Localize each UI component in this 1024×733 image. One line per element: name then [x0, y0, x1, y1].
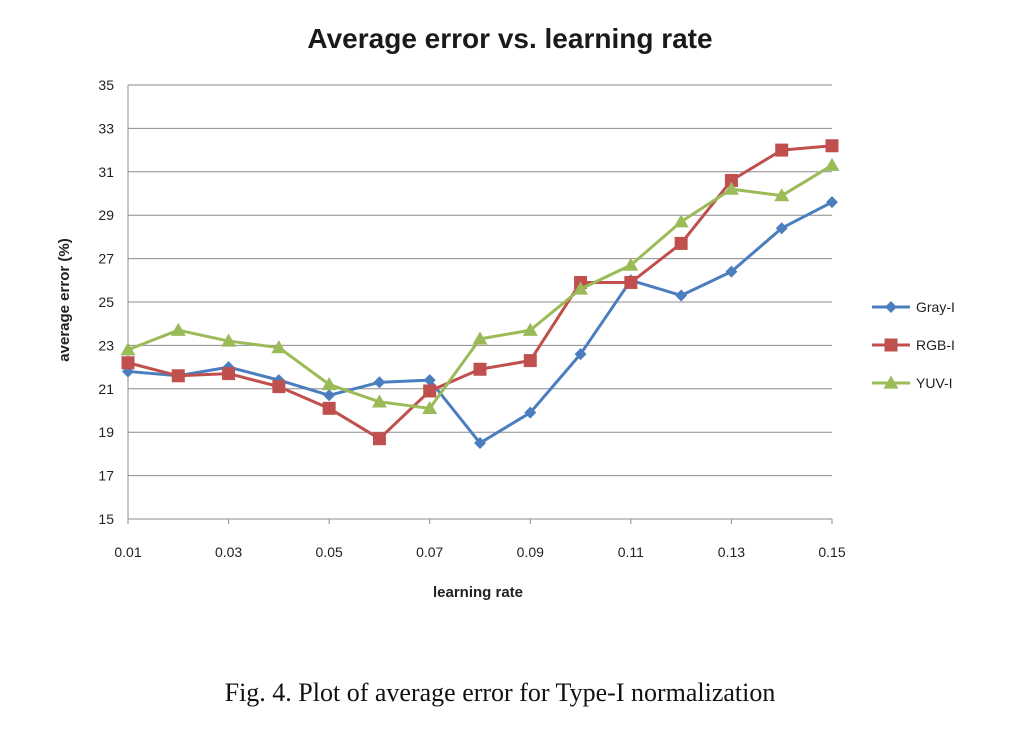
x-tick-label: 0.01: [114, 544, 141, 560]
data-point-RGB-I: [724, 173, 738, 187]
y-tick-label: 21: [98, 381, 114, 397]
data-point-YUV-I: [321, 376, 337, 391]
data-point-Gray-I: [474, 437, 486, 450]
data-point-RGB-I: [674, 236, 688, 250]
series-line-Gray-I: [127, 200, 833, 445]
data-point-RGB-I: [222, 367, 236, 381]
series: [120, 139, 840, 450]
x-tick-label: 0.11: [618, 544, 644, 560]
data-point-YUV-I: [522, 322, 538, 336]
data-point-YUV-I: [673, 214, 689, 228]
x-tick-label: 0.07: [416, 544, 443, 560]
figure-caption: Fig. 4. Plot of average error for Type-I…: [224, 678, 776, 707]
data-point-YUV-I: [573, 281, 589, 295]
data-point-Gray-I: [423, 374, 436, 387]
data-point-RGB-I: [523, 354, 537, 368]
legend-label: YUV-I: [916, 375, 953, 391]
data-point-Gray-I: [826, 196, 838, 209]
chart-title: Average error vs. learning rate: [307, 23, 712, 54]
y-tick-label: 17: [98, 468, 114, 484]
series-Gray-I: [122, 196, 838, 450]
data-point-Gray-I: [524, 406, 537, 419]
x-tick-label: 0.09: [517, 544, 544, 560]
data-point-RGB-I: [372, 432, 386, 446]
legend-item-RGB-I: RGB-I: [872, 337, 955, 353]
legend-marker: [883, 375, 899, 389]
x-tick-label: 0.03: [215, 544, 242, 560]
data-point-RGB-I: [322, 401, 336, 415]
data-point-YUV-I: [623, 257, 639, 271]
data-point-RGB-I: [624, 275, 638, 289]
legend-label: Gray-I: [916, 299, 955, 315]
data-point-YUV-I: [170, 322, 186, 336]
legend-marker: [884, 338, 898, 352]
data-point-RGB-I: [775, 143, 789, 157]
data-point-Gray-I: [725, 265, 738, 278]
y-tick-label: 33: [98, 120, 114, 136]
x-tick-labels: 0.01 0.03 0.05 0.07 0.09 0.11 0.13 0.15: [114, 544, 845, 560]
y-tick-label: 29: [98, 207, 114, 223]
data-point-RGB-I: [825, 139, 839, 153]
data-point-Gray-I: [373, 376, 386, 389]
data-point-RGB-I: [171, 369, 185, 383]
data-point-RGB-I: [121, 356, 135, 370]
data-point-YUV-I: [120, 342, 136, 356]
data-point-YUV-I: [371, 394, 387, 408]
legend-marker: [885, 301, 897, 313]
y-tick-label: 27: [98, 251, 114, 267]
legend-item-YUV-I: YUV-I: [872, 375, 953, 391]
data-point-YUV-I: [221, 333, 237, 347]
y-tick-label: 23: [98, 337, 114, 353]
y-tick-labels: 15 17 19 21 23 25 27 29 31 33 35: [98, 77, 114, 527]
data-point-YUV-I: [774, 188, 790, 202]
legend-label: RGB-I: [916, 337, 955, 353]
x-tick-label: 0.05: [316, 544, 343, 560]
chart: Average error vs. learning rate 15 17 19 21…: [56, 23, 955, 601]
grid: [128, 84, 832, 520]
data-point-YUV-I: [472, 331, 488, 345]
data-point-Gray-I: [323, 389, 336, 402]
data-point-Gray-I: [775, 222, 788, 235]
y-tick-label: 15: [98, 511, 114, 527]
data-point-YUV-I: [824, 157, 840, 171]
series-line-RGB-I: [127, 144, 833, 441]
data-point-Gray-I: [675, 289, 688, 302]
series-YUV-I: [120, 157, 840, 414]
data-point-RGB-I: [272, 380, 286, 394]
data-point-Gray-I: [574, 348, 587, 361]
y-tick-label: 25: [98, 294, 114, 310]
axes: [127, 85, 833, 524]
y-tick-label: 19: [98, 424, 114, 440]
y-tick-label: 35: [98, 77, 114, 93]
data-point-RGB-I: [423, 384, 437, 398]
x-axis-title: learning rate: [433, 584, 523, 601]
y-axis-title: average error (%): [56, 238, 73, 361]
legend-item-Gray-I: Gray-I: [872, 299, 955, 315]
x-tick-label: 0.15: [818, 544, 845, 560]
data-point-YUV-I: [723, 181, 739, 195]
data-point-YUV-I: [271, 340, 287, 354]
x-tick-label: 0.13: [718, 544, 745, 560]
data-point-RGB-I: [473, 362, 487, 376]
y-tick-label: 31: [98, 164, 114, 180]
legend: Gray-I RGB-I YUV-I: [872, 299, 955, 391]
data-point-YUV-I: [422, 400, 438, 414]
